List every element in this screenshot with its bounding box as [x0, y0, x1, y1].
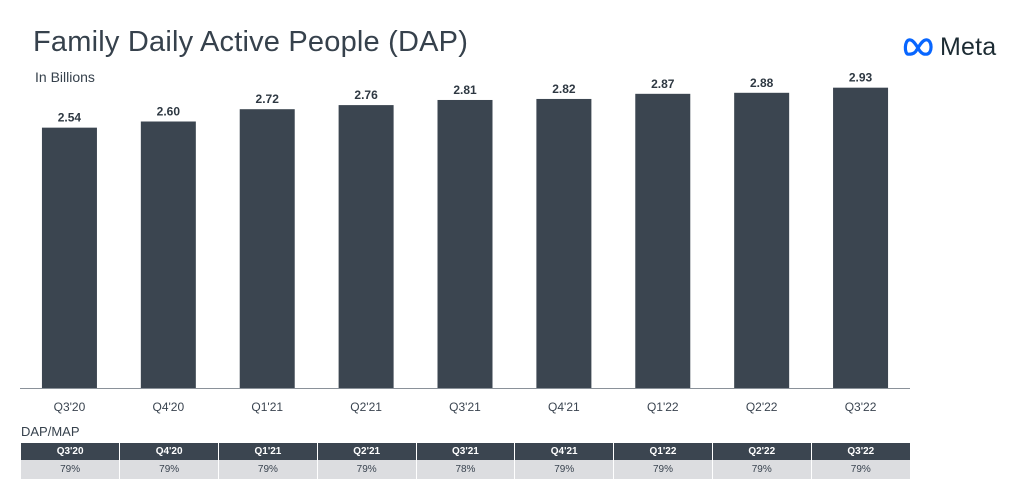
bar-value-label: 2.60	[157, 105, 181, 119]
bar-value-label: 2.88	[750, 76, 774, 90]
dap-map-header-cell: Q4'21	[514, 443, 615, 460]
page-subtitle: In Billions	[35, 69, 95, 85]
x-tick-label: Q3'22	[845, 400, 877, 414]
dap-map-header-cell: Q3'21	[416, 443, 516, 460]
dap-map-header-cell: Q1'21	[218, 443, 318, 460]
bar	[41, 127, 97, 389]
dap-map-value-cell: 79%	[811, 460, 910, 479]
meta-infinity-icon	[903, 38, 933, 56]
bar	[635, 93, 691, 388]
dap-map-value-cell: 79%	[21, 460, 121, 479]
x-tick-label: Q3'21	[449, 400, 481, 414]
dap-map-value-row: 79% 79% 79% 79% 78% 79% 79% 79% 79%	[21, 460, 910, 479]
bar-value-label: 2.72	[256, 92, 280, 106]
x-tick-label: Q2'21	[350, 400, 382, 414]
dap-map-header-cell: Q3'20	[21, 443, 121, 460]
bar	[140, 121, 196, 388]
dap-map-header-cell: Q4'20	[119, 443, 220, 460]
bar	[437, 99, 493, 388]
dap-map-value-cell: 78%	[416, 460, 516, 479]
dap-map-value-cell: 79%	[514, 460, 615, 479]
x-tick-label: Q4'20	[153, 400, 185, 414]
dap-map-header-cell: Q2'21	[317, 443, 417, 460]
bar	[338, 105, 394, 388]
bar-value-label: 2.87	[651, 77, 675, 91]
dap-map-header-cell: Q1'22	[613, 443, 713, 460]
dap-map-header-row: Q3'20 Q4'20 Q1'21 Q2'21 Q3'21 Q4'21 Q1'22 Q2'22…	[21, 443, 910, 460]
bar	[239, 109, 295, 388]
dap-map-table-title: DAP/MAP	[21, 424, 80, 439]
bar-value-label: 2.54	[58, 111, 82, 125]
bar	[734, 92, 790, 389]
x-tick-label: Q3'20	[54, 400, 86, 414]
dap-map-value-cell: 79%	[613, 460, 713, 479]
dap-map-value-cell: 79%	[119, 460, 220, 479]
x-tick-label: Q1'22	[647, 400, 679, 414]
x-tick-label: Q4'21	[548, 400, 580, 414]
dap-map-value-cell: 79%	[317, 460, 417, 479]
bar	[833, 87, 889, 389]
bar	[536, 98, 592, 388]
x-tick-label: Q2'22	[746, 400, 778, 414]
dap-map-table: Q3'20 Q4'20 Q1'21 Q2'21 Q3'21 Q4'21 Q1'22 Q2'22…	[21, 443, 910, 479]
bar-value-label: 2.82	[552, 82, 576, 96]
dap-map-value-cell: 79%	[712, 460, 812, 479]
bar-value-label: 2.81	[453, 83, 477, 97]
page-title: Family Daily Active People (DAP)	[33, 26, 469, 58]
dap-bar-chart: 2.54 Q3'20 2.60 Q4'20 2.72 Q1'21 2.76 Q2'21 2.81…	[20, 71, 910, 414]
meta-logo: Meta	[903, 32, 996, 62]
dap-map-header-cell: Q2'22	[712, 443, 812, 460]
dap-map-value-cell: 79%	[218, 460, 318, 479]
x-tick-label: Q1'21	[251, 400, 283, 414]
bar-value-label: 2.76	[354, 88, 378, 102]
meta-logo-text: Meta	[940, 32, 997, 61]
bar-value-label: 2.93	[849, 71, 873, 85]
dap-map-header-cell: Q3'22	[811, 443, 910, 460]
